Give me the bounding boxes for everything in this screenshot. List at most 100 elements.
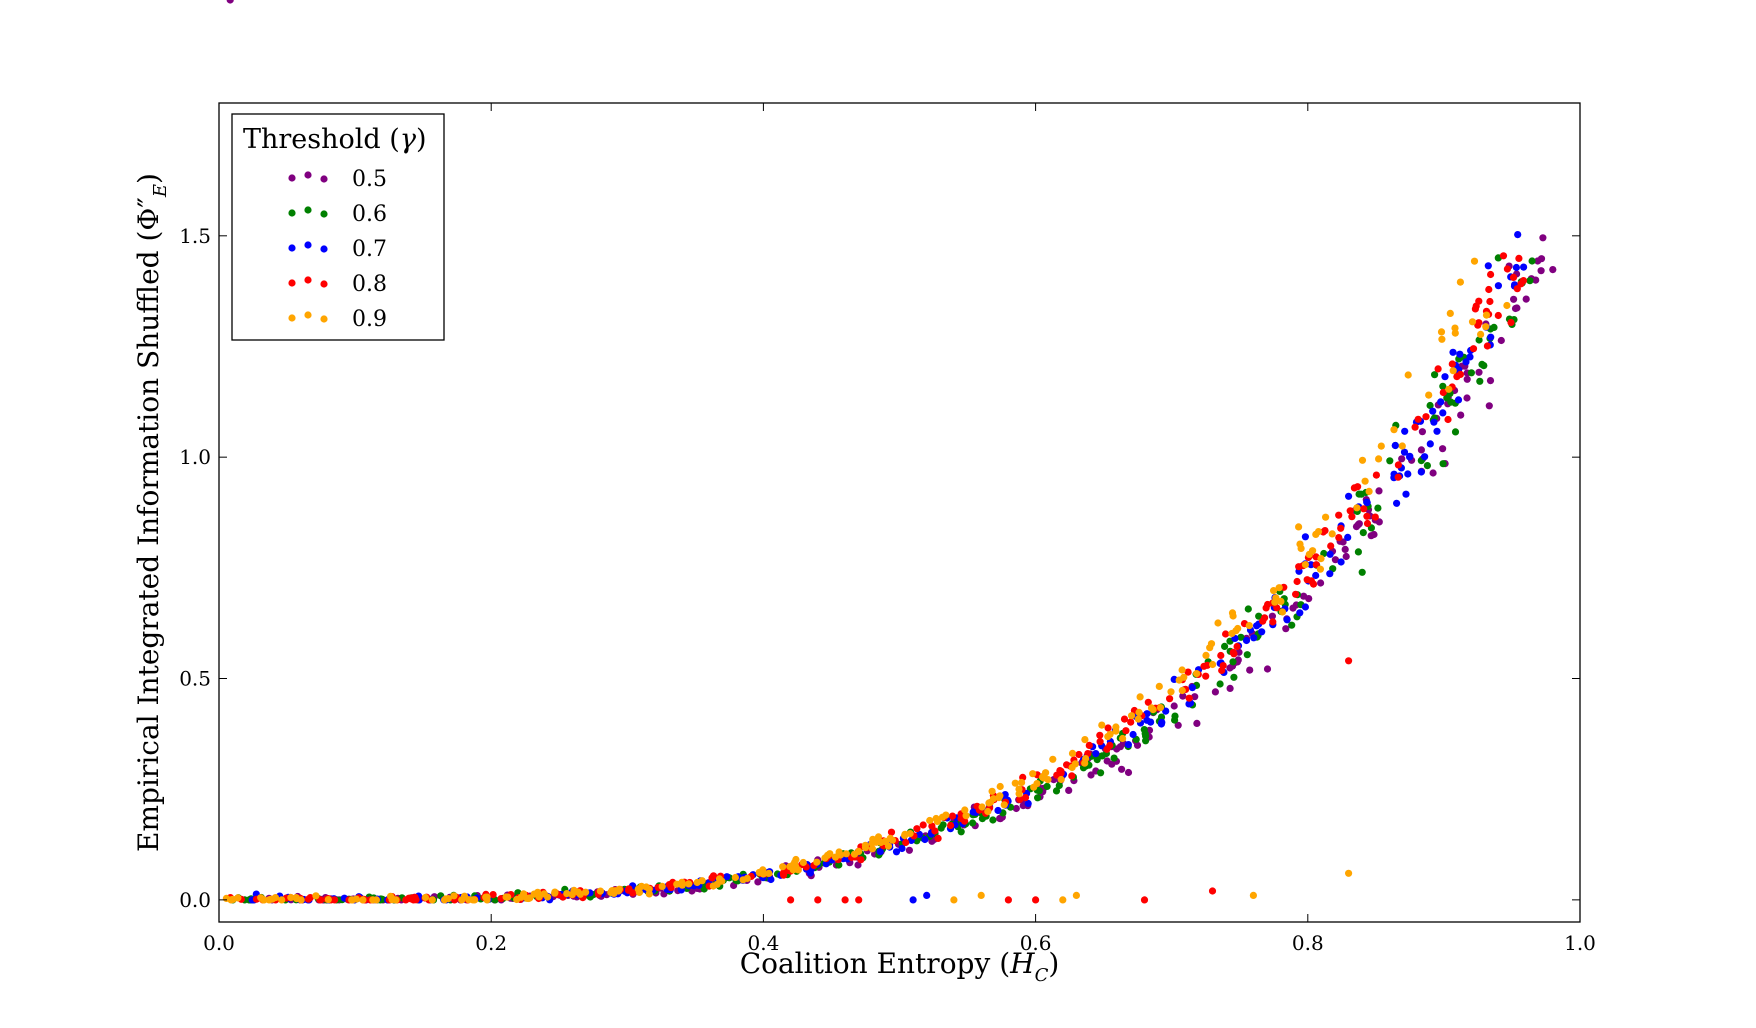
data-point xyxy=(1469,345,1478,353)
data-point xyxy=(1317,579,1325,587)
data-point xyxy=(743,874,751,883)
data-point xyxy=(1439,445,1447,453)
legend-marker xyxy=(288,314,296,322)
legend-marker xyxy=(288,209,296,217)
data-point xyxy=(1361,477,1369,485)
data-point xyxy=(1499,252,1508,260)
data-point xyxy=(1487,270,1495,279)
data-point xyxy=(624,886,633,894)
legend-marker xyxy=(304,206,312,214)
data-point xyxy=(1421,453,1429,461)
data-point xyxy=(1072,891,1080,900)
data-point xyxy=(901,830,909,838)
data-point xyxy=(1354,548,1362,556)
data-point xyxy=(792,855,800,864)
data-point xyxy=(754,878,762,886)
legend: Threshold (γ) 0.5 0.6 0.7 0.8 0.9 xyxy=(231,113,445,341)
data-point xyxy=(1463,375,1471,383)
data-point xyxy=(994,806,1002,815)
data-point xyxy=(909,896,917,904)
data-point xyxy=(1439,388,1447,397)
data-point xyxy=(928,822,936,830)
data-point xyxy=(234,894,242,902)
legend-entry: 0.7 xyxy=(288,237,387,262)
data-point xyxy=(969,808,977,816)
data-point xyxy=(287,893,295,902)
data-point xyxy=(1510,295,1518,303)
data-point xyxy=(615,885,624,893)
legend-marker xyxy=(320,175,328,183)
x-tick-label: 0.6 xyxy=(1020,931,1052,955)
data-point xyxy=(1068,763,1076,772)
data-point xyxy=(1211,688,1219,696)
data-point xyxy=(1335,511,1343,519)
data-point xyxy=(1283,616,1291,624)
legend-label: 0.9 xyxy=(352,307,387,332)
data-point xyxy=(1326,570,1334,578)
data-point xyxy=(1155,682,1163,691)
data-point xyxy=(1124,741,1132,749)
data-point xyxy=(926,816,934,825)
data-point xyxy=(1136,693,1144,701)
data-point xyxy=(957,828,965,836)
data-point xyxy=(923,891,931,900)
data-point xyxy=(1226,684,1234,693)
data-point xyxy=(1180,673,1188,681)
data-point xyxy=(352,895,360,903)
data-point xyxy=(1400,448,1409,456)
data-point xyxy=(685,880,693,888)
data-point xyxy=(1208,887,1217,895)
data-point xyxy=(995,794,1003,802)
data-point xyxy=(1537,267,1545,275)
data-point xyxy=(1141,730,1149,738)
data-point xyxy=(850,850,859,858)
legend-entry: 0.9 xyxy=(288,307,387,332)
data-point xyxy=(1118,765,1126,773)
data-point xyxy=(1120,715,1129,723)
data-point xyxy=(814,896,822,904)
data-point xyxy=(1255,612,1263,620)
data-point xyxy=(1359,529,1367,537)
data-point xyxy=(1487,333,1495,341)
data-point xyxy=(596,887,605,895)
data-point xyxy=(1098,721,1106,729)
legend-marker xyxy=(320,245,328,253)
data-point xyxy=(1398,455,1406,463)
legend-label: 0.6 xyxy=(352,202,387,227)
data-point xyxy=(1417,468,1425,476)
data-point xyxy=(1377,442,1385,450)
data-point xyxy=(1158,718,1166,727)
data-point xyxy=(1135,708,1143,717)
data-point xyxy=(1434,365,1442,373)
data-point xyxy=(665,881,673,889)
data-point xyxy=(1245,622,1253,630)
data-point xyxy=(1293,577,1301,586)
y-axis-label-text: Empirical Integrated Information Shuffle… xyxy=(132,250,165,852)
data-point xyxy=(1191,693,1199,701)
data-point xyxy=(1273,604,1281,612)
data-point xyxy=(1110,754,1118,762)
data-point xyxy=(551,889,559,897)
data-point xyxy=(1445,385,1453,393)
data-point xyxy=(1439,460,1447,468)
data-point xyxy=(933,817,942,826)
data-point xyxy=(1178,686,1186,695)
data-point xyxy=(1096,731,1104,739)
data-point xyxy=(1414,415,1422,423)
data-point xyxy=(1456,278,1464,286)
data-point xyxy=(1337,558,1345,566)
data-point xyxy=(1124,768,1133,777)
data-point xyxy=(715,875,724,883)
data-point xyxy=(1394,461,1402,469)
data-point xyxy=(1288,621,1296,629)
data-point xyxy=(1162,707,1170,715)
data-point xyxy=(1520,263,1528,271)
data-point xyxy=(888,836,897,844)
data-point xyxy=(921,835,929,844)
data-point xyxy=(1226,664,1234,672)
data-point xyxy=(1103,745,1111,753)
data-point xyxy=(1331,556,1339,564)
data-point xyxy=(779,869,788,877)
data-points xyxy=(222,0,1557,904)
y-tick-label: 1.5 xyxy=(179,224,211,248)
